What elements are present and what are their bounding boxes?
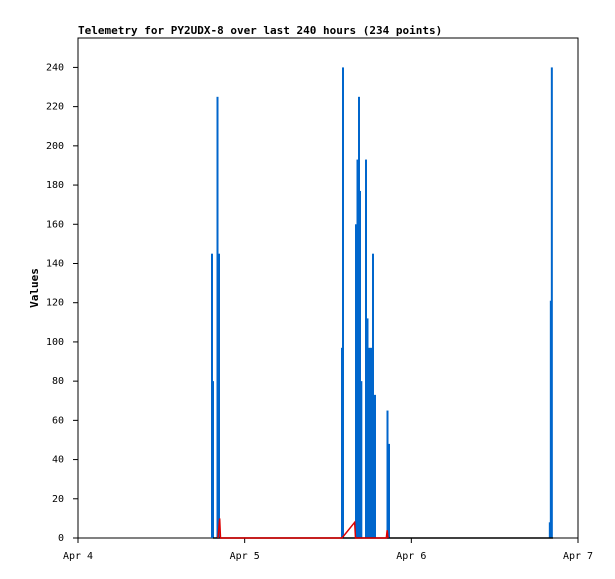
- y-tick-label: 60: [52, 415, 64, 426]
- y-tick-label: 20: [52, 494, 64, 505]
- y-tick-label: 100: [46, 337, 64, 348]
- line: [217, 518, 389, 539]
- bar: [370, 347, 372, 538]
- bar: [216, 96, 219, 538]
- y-tick-label: 40: [52, 455, 64, 466]
- y-axis-label: Values: [28, 268, 41, 308]
- y-tick-label: 0: [58, 533, 64, 544]
- bar: [360, 381, 363, 538]
- bar: [342, 67, 344, 538]
- bar: [365, 159, 367, 538]
- bar: [372, 253, 374, 538]
- bar: [550, 67, 553, 538]
- bar: [356, 159, 359, 538]
- bar: [218, 253, 220, 538]
- bar: [355, 224, 357, 538]
- bar: [386, 410, 389, 538]
- y-tick-label: 160: [46, 219, 64, 230]
- y-tick-label: 80: [52, 376, 64, 387]
- bar: [388, 443, 390, 538]
- x-tick-label: Apr 7: [563, 551, 593, 562]
- y-tick-label: 120: [46, 298, 64, 309]
- bar: [359, 190, 361, 539]
- bar: [212, 381, 214, 538]
- x-tick-label: Apr 6: [396, 551, 426, 562]
- chart-title: Telemetry for PY2UDX-8 over last 240 hou…: [78, 24, 442, 37]
- x-tick-label: Apr 4: [63, 551, 93, 562]
- bar: [374, 394, 376, 538]
- bar: [366, 318, 369, 538]
- x-tick-label: Apr 5: [230, 551, 260, 562]
- y-tick-label: 220: [46, 102, 64, 113]
- y-tick-label: 180: [46, 180, 64, 191]
- y-tick-label: 200: [46, 141, 64, 152]
- bar: [368, 347, 370, 538]
- y-tick-label: 140: [46, 258, 64, 269]
- y-tick-label: 240: [46, 62, 64, 73]
